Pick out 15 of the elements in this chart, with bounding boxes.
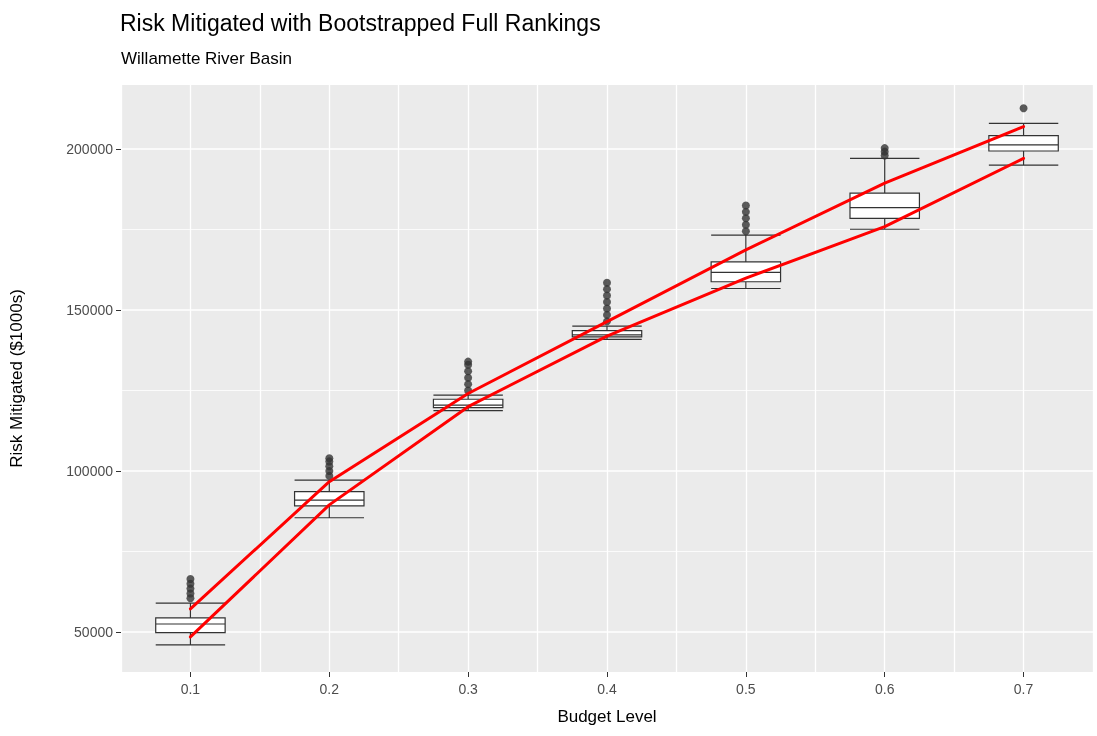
x-tick-label: 0.4 [597, 681, 617, 697]
x-tick-label: 0.1 [180, 681, 201, 697]
y-tick-label: 50000 [74, 624, 114, 641]
y-axis-title: Risk Mitigated ($1000s) [7, 289, 26, 468]
x-tick-label: 0.7 [1013, 681, 1034, 697]
x-tick-label: 0.2 [319, 681, 340, 697]
chart-subtitle: Willamette River Basin [121, 49, 292, 68]
x-tick-label: 0.3 [458, 681, 479, 697]
y-tick-label: 200000 [66, 141, 114, 158]
chart-title: Risk Mitigated with Bootstrapped Full Rankings [120, 9, 601, 36]
x-tick-label: 0.6 [874, 681, 895, 697]
x-axis-title: Budget Level [557, 707, 657, 726]
y-tick-label: 100000 [66, 463, 114, 480]
y-tick-label: 150000 [66, 302, 114, 319]
x-tick-label: 0.5 [736, 681, 756, 697]
